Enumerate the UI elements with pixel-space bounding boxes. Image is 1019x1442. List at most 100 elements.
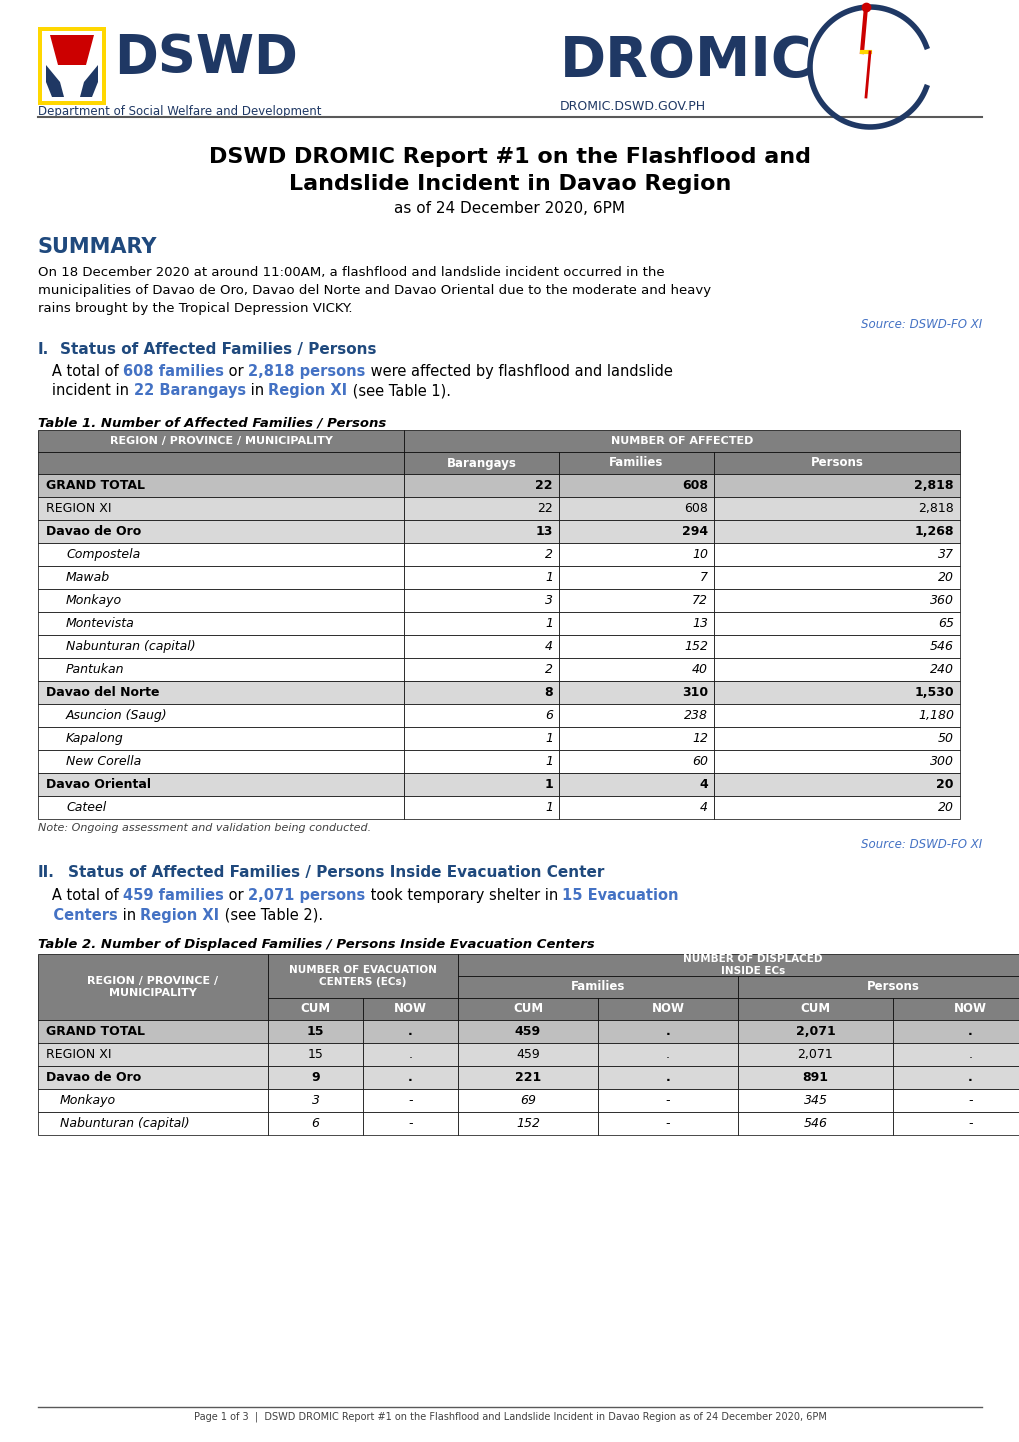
Bar <box>558 567 713 588</box>
Text: 4: 4 <box>699 800 707 813</box>
Bar <box>458 1112 597 1135</box>
Bar <box>38 704 404 727</box>
Text: REGION / PROVINCE /
MUNICIPALITY: REGION / PROVINCE / MUNICIPALITY <box>88 976 218 998</box>
Text: .: . <box>967 1071 972 1084</box>
Text: 12: 12 <box>691 733 707 746</box>
Text: Nabunturan (capital): Nabunturan (capital) <box>60 1118 190 1131</box>
Text: 22: 22 <box>535 479 552 492</box>
Text: incident in: incident in <box>38 384 133 398</box>
Text: Families: Families <box>608 457 663 470</box>
Bar <box>404 430 959 451</box>
Bar <box>404 588 558 611</box>
Bar <box>738 1066 892 1089</box>
Text: or: or <box>224 888 249 903</box>
Text: 20: 20 <box>935 779 953 792</box>
Text: 238: 238 <box>684 709 707 722</box>
Bar <box>713 588 959 611</box>
Text: NOW: NOW <box>393 1002 427 1015</box>
Bar <box>597 998 738 1019</box>
Bar <box>38 497 404 521</box>
Bar <box>38 430 404 451</box>
Text: 1: 1 <box>544 800 552 813</box>
Bar <box>558 588 713 611</box>
Bar <box>892 1066 1019 1089</box>
Bar <box>558 544 713 567</box>
Bar <box>38 658 404 681</box>
Text: NUMBER OF EVACUATION
CENTERS (ECs): NUMBER OF EVACUATION CENTERS (ECs) <box>288 965 436 986</box>
Text: 608: 608 <box>684 502 707 515</box>
Bar <box>713 474 959 497</box>
Text: Persons: Persons <box>810 457 863 470</box>
Bar <box>458 1019 597 1043</box>
Text: -: - <box>665 1118 669 1131</box>
Text: Montevista: Montevista <box>66 617 135 630</box>
Text: 1: 1 <box>544 571 552 584</box>
Text: 9: 9 <box>311 1071 320 1084</box>
Bar <box>38 588 404 611</box>
Text: 65: 65 <box>937 617 953 630</box>
Text: New Corella: New Corella <box>66 756 141 769</box>
Text: NOW: NOW <box>953 1002 986 1015</box>
Bar <box>363 1066 458 1089</box>
Text: Page 1 of 3  |  DSWD DROMIC Report #1 on the Flashflood and Landslide Incident i: Page 1 of 3 | DSWD DROMIC Report #1 on t… <box>194 1412 825 1422</box>
Bar <box>268 1112 363 1135</box>
Bar <box>713 773 959 796</box>
Text: Status of Affected Families / Persons: Status of Affected Families / Persons <box>60 342 376 358</box>
Polygon shape <box>79 65 98 97</box>
Bar <box>558 773 713 796</box>
Bar <box>38 727 404 750</box>
Text: SUMMARY: SUMMARY <box>38 236 157 257</box>
Text: Table 1. Number of Affected Families / Persons: Table 1. Number of Affected Families / P… <box>38 415 386 430</box>
Bar <box>558 658 713 681</box>
Text: Barangays: Barangays <box>446 457 516 470</box>
Text: Note: Ongoing assessment and validation being conducted.: Note: Ongoing assessment and validation … <box>38 823 371 833</box>
Bar <box>458 976 738 998</box>
Text: REGION / PROVINCE / MUNICIPALITY: REGION / PROVINCE / MUNICIPALITY <box>109 435 332 446</box>
Bar <box>268 955 458 998</box>
Bar <box>713 567 959 588</box>
Text: 6: 6 <box>311 1118 319 1131</box>
Text: 8: 8 <box>544 686 552 699</box>
Text: .: . <box>967 1025 972 1038</box>
Text: 608: 608 <box>682 479 707 492</box>
Bar <box>38 681 404 704</box>
Text: Region XI: Region XI <box>268 384 347 398</box>
Text: 2: 2 <box>544 548 552 561</box>
Bar <box>404 658 558 681</box>
Text: DROMIC: DROMIC <box>559 35 812 88</box>
Polygon shape <box>46 65 64 97</box>
Text: -: - <box>967 1094 972 1107</box>
Bar <box>597 1112 738 1135</box>
Bar <box>738 1089 892 1112</box>
Text: I.: I. <box>38 342 49 358</box>
Bar <box>363 1043 458 1066</box>
Text: 1: 1 <box>544 779 552 792</box>
Bar <box>363 1019 458 1043</box>
Bar <box>38 955 268 1019</box>
Bar <box>404 521 558 544</box>
Bar <box>558 497 713 521</box>
Text: GRAND TOTAL: GRAND TOTAL <box>46 479 145 492</box>
Bar <box>268 1043 363 1066</box>
Bar <box>892 998 1019 1019</box>
Text: Kapalong: Kapalong <box>66 733 123 746</box>
Text: -: - <box>408 1118 413 1131</box>
Bar <box>892 1089 1019 1112</box>
Text: 152: 152 <box>684 640 707 653</box>
Text: 20: 20 <box>937 571 953 584</box>
Bar <box>713 544 959 567</box>
Bar <box>558 727 713 750</box>
Text: Source: DSWD-FO XI: Source: DSWD-FO XI <box>860 319 981 332</box>
Bar <box>38 474 404 497</box>
Bar <box>597 1043 738 1066</box>
Text: 3: 3 <box>544 594 552 607</box>
Text: DSWD DROMIC Report #1 on the Flashflood and: DSWD DROMIC Report #1 on the Flashflood … <box>209 147 810 167</box>
Text: rains brought by the Tropical Depression VICKY.: rains brought by the Tropical Depression… <box>38 301 353 314</box>
Text: Centers: Centers <box>38 908 117 923</box>
Text: 459: 459 <box>516 1048 539 1061</box>
Bar <box>38 1066 268 1089</box>
Text: 1,530: 1,530 <box>913 686 953 699</box>
Bar <box>558 796 713 819</box>
Text: 891: 891 <box>802 1071 827 1084</box>
Text: .: . <box>665 1071 669 1084</box>
